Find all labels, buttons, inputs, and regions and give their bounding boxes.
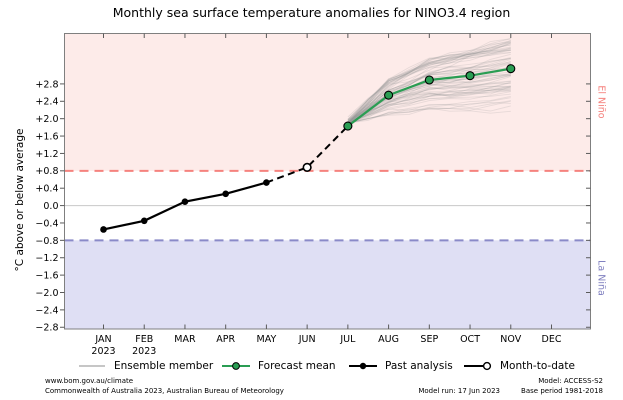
svg-text:APR: APR bbox=[216, 334, 235, 345]
legend-label-past-analysis: Past analysis bbox=[385, 360, 453, 372]
footer-right: Model: ACCESS-S2 Base period 1981-2018 bbox=[521, 377, 603, 396]
footer-base-period: Base period 1981-2018 bbox=[521, 386, 603, 395]
svg-text:AUG: AUG bbox=[378, 334, 399, 345]
svg-text:DEC: DEC bbox=[542, 334, 562, 345]
svg-text:0.0: 0.0 bbox=[43, 201, 58, 212]
svg-text:+0.8: +0.8 bbox=[35, 166, 58, 177]
threshold-bands bbox=[64, 33, 591, 329]
legend-label-ensemble: Ensemble member bbox=[114, 360, 214, 372]
footer-copyright: Commonwealth of Australia 2023, Australi… bbox=[45, 386, 284, 395]
svg-text:−1.2: −1.2 bbox=[35, 253, 58, 264]
ensemble-line-icon bbox=[79, 365, 105, 367]
svg-text:−0.8: −0.8 bbox=[35, 236, 58, 247]
footer-model: Model: ACCESS-S2 bbox=[538, 377, 603, 385]
legend-item-month-to-date: Month-to-date bbox=[464, 357, 575, 375]
svg-text:OCT: OCT bbox=[460, 334, 480, 345]
month-to-date-marker bbox=[302, 162, 312, 172]
la-nina-band-label: La Niña bbox=[595, 260, 607, 296]
forecast-mean-line bbox=[343, 64, 516, 131]
y-axis-label: °C above or below average bbox=[14, 128, 26, 272]
svg-text:−0.4: −0.4 bbox=[35, 218, 58, 229]
footer-left: www.bom.gov.au/climate Commonwealth of A… bbox=[45, 377, 284, 396]
month-to-date-icon bbox=[464, 361, 492, 371]
legend-item-past-analysis: Past analysis bbox=[349, 357, 453, 375]
legend-item-ensemble: Ensemble member bbox=[78, 357, 213, 375]
svg-text:−2.8: −2.8 bbox=[35, 323, 58, 334]
svg-text:FEB: FEB bbox=[135, 334, 153, 345]
svg-text:MAY: MAY bbox=[257, 334, 277, 345]
svg-text:JUL: JUL bbox=[339, 334, 356, 345]
svg-text:−2.4: −2.4 bbox=[35, 305, 58, 316]
plot-border bbox=[64, 33, 591, 330]
legend-label-forecast-mean: Forecast mean bbox=[258, 360, 336, 372]
svg-text:2023: 2023 bbox=[132, 346, 156, 357]
svg-text:+2.8: +2.8 bbox=[35, 79, 58, 90]
legend-item-forecast-mean: Forecast mean bbox=[222, 357, 336, 375]
footer-url: www.bom.gov.au/climate bbox=[45, 377, 134, 385]
svg-text:+0.4: +0.4 bbox=[35, 184, 58, 195]
svg-text:−2.0: −2.0 bbox=[35, 288, 58, 299]
forecast-mean-icon bbox=[222, 362, 250, 370]
svg-text:+2.0: +2.0 bbox=[35, 114, 58, 125]
past-analysis-line bbox=[100, 179, 270, 233]
svg-text:JAN: JAN bbox=[94, 334, 111, 345]
el-nino-band-label: El Niño bbox=[595, 85, 607, 119]
svg-text:NOV: NOV bbox=[500, 334, 521, 345]
svg-text:SEP: SEP bbox=[420, 334, 438, 345]
y-axis-ticks bbox=[60, 83, 591, 328]
svg-text:+1.2: +1.2 bbox=[35, 149, 58, 160]
past-analysis-icon bbox=[349, 362, 377, 370]
svg-text:JUN: JUN bbox=[298, 334, 316, 345]
footer-model-run: Model run: 17 Jun 2023 bbox=[418, 386, 500, 395]
svg-text:2023: 2023 bbox=[91, 346, 115, 357]
legend: Ensemble member Forecast mean Past analy… bbox=[0, 357, 623, 375]
y-tick-labels: +2.8 +2.4 +2.0 +1.6 +1.2 +0.8 +0.4 0.0 −0.4 −0.8 −… bbox=[35, 79, 58, 333]
threshold-lines bbox=[64, 169, 591, 242]
svg-text:MAR: MAR bbox=[174, 334, 196, 345]
svg-text:−1.6: −1.6 bbox=[35, 271, 58, 282]
month-to-date-connector bbox=[266, 125, 349, 184]
ensemble-lines bbox=[347, 38, 511, 124]
chart-title: Monthly sea surface temperature anomalie… bbox=[112, 5, 511, 20]
svg-text:+1.6: +1.6 bbox=[35, 131, 58, 142]
svg-text:+2.4: +2.4 bbox=[35, 97, 58, 108]
x-axis-ticks bbox=[103, 33, 552, 329]
legend-label-month-to-date: Month-to-date bbox=[500, 360, 575, 372]
